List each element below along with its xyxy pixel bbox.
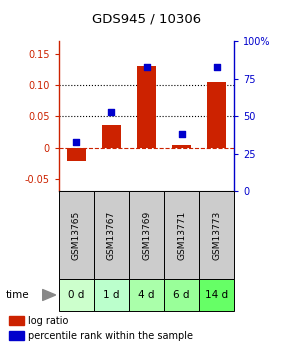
Bar <box>129 279 164 311</box>
Bar <box>207 82 226 148</box>
Text: 4 d: 4 d <box>138 290 155 300</box>
Polygon shape <box>42 289 56 300</box>
Text: percentile rank within the sample: percentile rank within the sample <box>28 331 193 341</box>
Bar <box>9 331 24 340</box>
Point <box>109 109 114 115</box>
Bar <box>199 279 234 311</box>
Text: time: time <box>6 290 30 300</box>
Bar <box>94 191 129 279</box>
Bar <box>59 191 94 279</box>
Bar <box>137 66 156 148</box>
Text: GSM13769: GSM13769 <box>142 211 151 260</box>
Text: 14 d: 14 d <box>205 290 228 300</box>
Bar <box>67 148 86 161</box>
Text: 6 d: 6 d <box>173 290 190 300</box>
Text: 1 d: 1 d <box>103 290 120 300</box>
Point <box>214 64 219 70</box>
Text: GSM13771: GSM13771 <box>177 211 186 260</box>
Bar <box>164 191 199 279</box>
Text: 0 d: 0 d <box>68 290 84 300</box>
Text: GDS945 / 10306: GDS945 / 10306 <box>92 12 201 25</box>
Bar <box>94 279 129 311</box>
Text: GSM13767: GSM13767 <box>107 211 116 260</box>
Bar <box>129 191 164 279</box>
Text: GSM13765: GSM13765 <box>72 211 81 260</box>
Bar <box>59 279 94 311</box>
Bar <box>199 191 234 279</box>
Point <box>179 132 184 137</box>
Bar <box>164 279 199 311</box>
Bar <box>102 125 121 148</box>
Bar <box>9 316 24 325</box>
Text: log ratio: log ratio <box>28 316 69 326</box>
Bar <box>172 145 191 148</box>
Point <box>74 139 79 145</box>
Point <box>144 64 149 70</box>
Text: GSM13773: GSM13773 <box>212 211 221 260</box>
